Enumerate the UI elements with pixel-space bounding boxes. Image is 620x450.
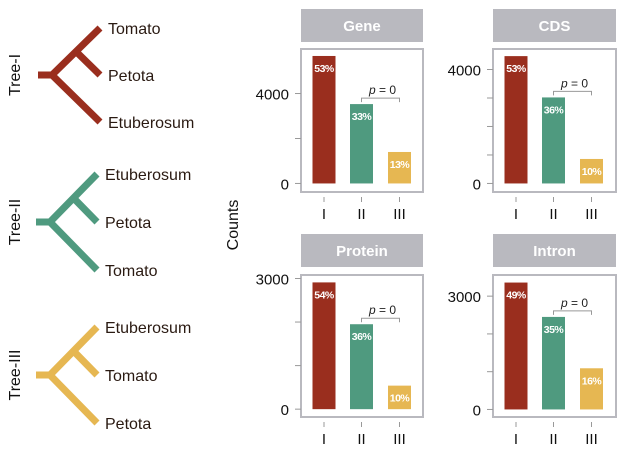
bar-III — [580, 368, 603, 410]
panel-title: Gene — [343, 18, 381, 35]
leaf-label: Petota — [105, 416, 151, 433]
bar-II — [350, 104, 373, 184]
bar-percent-label: 53% — [314, 63, 335, 75]
x-tick-label: III — [585, 206, 598, 223]
bar-II — [350, 324, 373, 410]
bar-III — [388, 151, 411, 184]
bar-III — [580, 158, 603, 184]
tree-label: Tree-II — [7, 199, 24, 246]
panel-title: CDS — [539, 18, 571, 35]
significance-bracket — [361, 97, 400, 103]
bar-II — [542, 97, 565, 184]
tree-3: Tree-III Etuberosum Tomato Petota — [7, 320, 191, 433]
leaf-label: Tomato — [108, 21, 161, 38]
y-tick-label: 0 — [473, 402, 481, 419]
leaf-label: Tomato — [105, 368, 158, 385]
x-tick-label: I — [322, 431, 326, 448]
p-value-annotation: p = 0 — [560, 76, 588, 90]
y-tick-label: 3000 — [448, 289, 481, 306]
branch — [47, 372, 100, 426]
leaf-label: Tomato — [105, 263, 158, 280]
tree-1: Tree-I Tomato Petota Etuberosum — [7, 21, 194, 132]
y-tick-label: 0 — [281, 402, 289, 419]
leaf-label: Petota — [108, 68, 154, 85]
panel-header — [301, 9, 423, 42]
x-tick-label: I — [514, 206, 518, 223]
leaf-label: Etuberosum — [105, 167, 191, 184]
leaf-label: Petota — [105, 215, 151, 232]
bar-I — [312, 282, 336, 410]
tree-2: Tree-II Etuberosum Petota Tomato — [7, 167, 191, 280]
bar-I — [312, 55, 336, 184]
y-tick-label: 4000 — [256, 87, 289, 104]
plot-frame — [300, 48, 424, 193]
x-tick-label: I — [514, 431, 518, 448]
bar-III — [388, 385, 411, 410]
bar-II — [542, 316, 565, 410]
bar-percent-label: 10% — [390, 393, 411, 405]
panel-gene: Gene 0 4000 53% I 33% II 13% III p = 0 — [256, 9, 424, 223]
bar-I — [504, 56, 528, 184]
branch — [47, 219, 100, 273]
x-tick-label: I — [322, 206, 326, 223]
panel-header — [493, 9, 616, 42]
y-tick-label: 0 — [473, 176, 481, 193]
panel-intron: Intron 0 3000 49% I 35% II 16% III p = 0 — [448, 234, 617, 448]
bar-percent-label: 49% — [506, 290, 527, 302]
x-tick-label: III — [393, 206, 406, 223]
panel-title: Intron — [533, 243, 576, 260]
significance-bracket — [361, 317, 400, 323]
panel-header — [301, 234, 423, 267]
bar-percent-label: 53% — [506, 63, 527, 75]
bar-percent-label: 13% — [390, 159, 411, 171]
panel-protein: Protein 0 3000 54% I 36% II 10% III p = 0 — [256, 234, 424, 448]
tree-diagrams: Tree-I Tomato Petota Etuberosum Tree-II Etube… — [7, 21, 194, 433]
p-value-annotation: p = 0 — [368, 83, 396, 97]
tree-label: Tree-I — [7, 54, 24, 96]
branch — [70, 195, 100, 225]
panel-cds: CDS 0 4000 53% I 36% II 10% III p = 0 — [448, 9, 617, 223]
leaf-label: Etuberosum — [108, 115, 194, 132]
bar-percent-label: 36% — [352, 331, 373, 343]
panel-header — [493, 234, 616, 267]
x-tick-label: II — [357, 206, 365, 223]
bar-percent-label: 54% — [314, 289, 335, 301]
p-value-annotation: p = 0 — [368, 303, 396, 317]
y-tick-label: 0 — [281, 176, 289, 193]
p-value-annotation: p = 0 — [560, 296, 588, 310]
y-tick-label: 3000 — [256, 271, 289, 288]
bar-percent-label: 35% — [544, 324, 565, 336]
x-tick-label: II — [357, 431, 365, 448]
bar-percent-label: 36% — [544, 104, 565, 116]
bar-I — [504, 282, 528, 410]
branch — [70, 348, 100, 378]
x-tick-label: III — [393, 431, 406, 448]
branch — [49, 72, 103, 125]
bar-percent-label: 10% — [582, 166, 603, 178]
x-tick-label: II — [549, 431, 557, 448]
y-axis-label: Counts — [225, 200, 242, 251]
x-tick-label: II — [549, 206, 557, 223]
plot-frame — [300, 274, 424, 418]
panel-title: Protein — [336, 243, 388, 260]
significance-bracket — [553, 90, 592, 96]
y-tick-label: 4000 — [448, 63, 481, 80]
tree-label: Tree-III — [7, 350, 24, 401]
bar-percent-label: 16% — [582, 375, 603, 387]
plot-frame — [492, 48, 617, 193]
x-tick-label: III — [585, 431, 598, 448]
significance-bracket — [553, 310, 592, 315]
leaf-label: Etuberosum — [105, 320, 191, 337]
plot-frame — [492, 274, 617, 418]
bar-percent-label: 33% — [352, 111, 373, 123]
branch — [73, 48, 103, 78]
